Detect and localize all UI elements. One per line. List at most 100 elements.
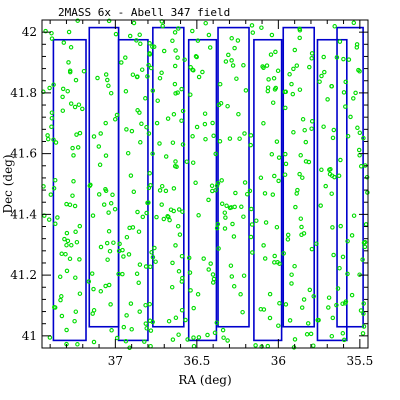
data-point <box>59 294 64 299</box>
data-point <box>144 326 149 331</box>
data-point <box>104 240 110 246</box>
data-point <box>351 213 357 218</box>
data-point <box>292 337 298 342</box>
data-point <box>212 330 218 336</box>
data-point <box>184 159 190 164</box>
data-point <box>330 225 335 230</box>
data-point <box>334 55 340 60</box>
data-point <box>233 190 238 196</box>
data-point <box>214 183 220 188</box>
data-point <box>147 171 152 176</box>
data-point <box>73 309 79 314</box>
data-point <box>128 301 134 306</box>
data-point <box>360 331 366 336</box>
data-point <box>214 320 220 325</box>
data-point <box>205 332 210 338</box>
data-point <box>121 254 126 259</box>
data-point <box>52 177 58 183</box>
data-point <box>250 250 255 255</box>
data-point <box>201 256 206 261</box>
data-point <box>179 118 184 123</box>
data-point <box>341 56 346 62</box>
data-point <box>134 271 140 277</box>
data-point <box>130 225 136 230</box>
data-point <box>326 305 331 310</box>
data-point <box>143 96 148 101</box>
data-point <box>176 269 182 274</box>
survey-tile <box>336 26 364 328</box>
data-point <box>173 243 178 248</box>
data-point <box>64 268 70 274</box>
data-point <box>77 130 83 136</box>
data-point <box>96 192 102 197</box>
data-point <box>91 339 97 345</box>
y-tick-label: 41.8 <box>10 86 37 100</box>
data-point <box>170 140 176 145</box>
data-point <box>155 98 160 103</box>
data-point <box>330 135 336 141</box>
data-point <box>123 338 129 344</box>
data-point <box>229 36 234 41</box>
data-point <box>294 191 299 196</box>
data-point <box>125 150 131 156</box>
data-point <box>270 100 276 105</box>
data-point <box>48 192 54 197</box>
data-point <box>337 39 343 44</box>
data-point <box>138 140 143 145</box>
data-point <box>337 265 342 271</box>
data-point <box>232 45 237 51</box>
data-point <box>229 58 234 63</box>
data-point <box>341 90 347 95</box>
data-point <box>282 172 288 177</box>
data-point <box>129 327 134 332</box>
data-point <box>172 63 178 69</box>
data-point <box>105 257 110 262</box>
data-point <box>45 136 51 142</box>
data-point <box>274 224 280 230</box>
data-point <box>230 63 236 68</box>
data-point <box>136 229 142 234</box>
data-point <box>292 263 297 269</box>
data-point <box>297 26 302 32</box>
data-point <box>190 160 196 165</box>
data-point <box>274 139 280 144</box>
data-point <box>180 209 185 214</box>
points-layer <box>41 18 370 351</box>
data-point <box>193 180 198 186</box>
data-point <box>241 63 246 68</box>
data-point <box>148 343 153 349</box>
data-point <box>124 313 129 318</box>
data-point <box>159 183 165 189</box>
data-point <box>297 87 303 92</box>
data-point <box>272 173 277 179</box>
data-point <box>348 114 353 120</box>
data-point <box>103 72 109 77</box>
data-point <box>53 221 58 227</box>
data-point <box>108 90 114 96</box>
data-point <box>138 41 143 47</box>
data-point <box>188 65 193 70</box>
data-point <box>254 218 259 223</box>
data-point <box>136 280 141 286</box>
data-point <box>214 225 220 231</box>
data-point <box>206 197 211 203</box>
data-point <box>297 35 302 41</box>
data-point <box>336 173 342 179</box>
data-point <box>186 255 192 261</box>
data-point <box>309 56 314 61</box>
data-point <box>211 276 217 282</box>
data-point <box>349 233 355 238</box>
data-point <box>101 202 107 207</box>
data-point <box>131 20 137 26</box>
data-point <box>196 74 202 80</box>
data-point <box>72 203 78 209</box>
data-point <box>361 240 367 246</box>
data-point <box>343 299 349 304</box>
data-point <box>300 117 306 122</box>
data-point <box>273 49 278 55</box>
data-point <box>64 201 69 207</box>
data-point <box>259 25 264 30</box>
data-point <box>170 337 176 342</box>
data-point <box>289 281 294 286</box>
